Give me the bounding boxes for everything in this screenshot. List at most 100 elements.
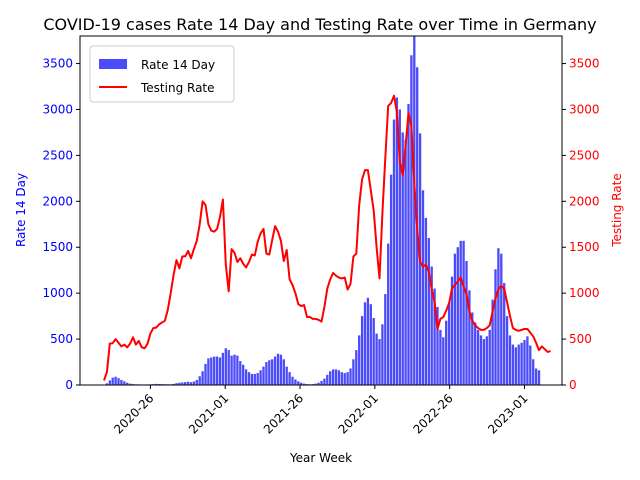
rate-14-day-bar [178,382,181,385]
rate-14-day-bar [294,379,297,385]
rate-14-day-bar [155,383,158,385]
rate-14-day-bar [326,374,329,385]
rate-14-day-bar [175,383,178,385]
left-y-tick-label: 1000 [42,286,73,300]
rate-14-day-bar [369,304,372,385]
rate-14-day-bar [210,357,213,385]
left-y-tick-label: 2500 [42,148,73,162]
rate-14-day-bar [224,348,227,385]
rate-14-day-bar [378,339,381,385]
rate-14-day-bar [433,288,436,385]
rate-14-day-bar [517,344,520,385]
rate-14-day-bar [195,379,198,385]
rate-14-day-bar [505,316,509,385]
rate-14-day-bar [340,372,343,385]
left-y-tick-label: 500 [50,332,73,346]
rate-14-day-bar [514,347,517,385]
rate-14-day-bar [421,190,425,385]
rate-14-day-bar [450,276,454,385]
rate-14-day-bar [317,382,320,385]
rate-14-day-bar [447,302,451,385]
rate-14-day-bar [389,174,393,385]
rate-14-day-bar [476,329,480,385]
rate-14-day-bar [201,371,204,385]
rate-14-day-bar [500,253,503,385]
rate-14-day-bar [192,381,196,385]
rate-14-day-bar [346,372,349,385]
rate-14-day-bar [271,359,274,385]
left-y-tick-label: 0 [65,378,73,392]
rate-14-day-bar [363,302,367,385]
rate-14-day-bar [372,317,375,385]
rate-14-day-bar [534,368,538,385]
right-y-tick-label: 2000 [569,194,600,208]
rate-14-day-bar [302,383,306,385]
rate-14-day-bar [276,353,280,385]
rate-14-day-bar [511,344,515,385]
legend-label-testing-rate: Testing Rate [140,81,215,95]
rate-14-day-bar [355,350,358,385]
rate-14-day-bar [474,322,477,385]
rate-14-day-bar [529,345,532,385]
right-y-axis: 0 500 1000 1500 2000 2500 3000 3500 [562,57,600,392]
plot-frame [79,35,563,386]
rate-14-day-bar [410,55,413,385]
rate-14-day-bar [288,372,291,385]
rate-14-day-bar [532,359,535,385]
right-y-tick-label: 2500 [569,148,600,162]
rate-14-day-bar [526,336,529,385]
rate-14-day-bar [233,354,236,385]
chart-title: COVID-19 cases Rate 14 Day and Testing R… [43,15,596,34]
rate-14-day-bar [108,380,111,385]
rate-14-day-bar [239,361,242,385]
rate-14-day-bar [401,132,404,385]
legend: Rate 14 Day Testing Rate [89,45,235,103]
rate-14-day-bar [424,217,428,385]
rate-14-day-bar [242,364,245,385]
rate-14-day-bar [181,382,184,385]
rate-14-day-bar [387,243,390,385]
rate-14-day-bar [523,340,526,385]
rate-14-day-bar [392,119,396,385]
rate-14-day-bar [250,373,254,385]
rate-14-day-bar [337,370,341,385]
rate-14-day-bar [297,381,300,385]
rate-14-day-bar [453,253,457,385]
rate-14-day-bar [123,381,126,385]
testing-rate-line [103,94,551,381]
rate-14-day-bar [407,103,410,386]
rate-14-day-bar [256,373,259,385]
rate-14-day-bar [273,356,277,385]
right-y-tick-label: 500 [569,332,592,346]
rate-14-day-bar [291,376,294,385]
rate-14-day-bar [189,382,193,385]
rate-14-day-bar [215,356,219,385]
rate-14-day-bar [204,363,207,385]
rate-14-day-bar [300,382,303,385]
rate-14-day-bar [479,335,483,385]
right-y-tick-label: 3000 [569,102,600,116]
rate-14-day-bar [244,369,248,385]
rate-14-day-bar [126,382,129,385]
rate-14-day-bar [114,376,117,385]
legend-label-rate-14-day: Rate 14 Day [141,58,215,72]
rate-14-day-bar [503,283,506,385]
rate-14-day-bar [259,370,262,385]
rate-14-day-bar [465,261,468,385]
left-y-axis: 0 500 1000 1500 2000 2500 3000 3500 [42,57,80,392]
rate-14-day-bar [343,373,346,385]
rate-14-day-bar [488,329,491,385]
left-y-tick-label: 3500 [42,57,73,71]
right-y-tick-label: 1000 [569,286,600,300]
rate-14-day-bar [445,320,448,385]
rate-14-day-bar [462,240,465,385]
rate-14-day-bar [221,352,225,385]
rate-14-day-bar [459,240,462,385]
rate-14-day-bar [375,333,378,385]
rate-14-day-bar [186,381,190,385]
rate-14-day-bar [349,368,352,385]
rate-14-day-bar [413,36,416,385]
rate-14-day-bar [436,306,439,385]
rate-14-day-bar [282,359,285,385]
